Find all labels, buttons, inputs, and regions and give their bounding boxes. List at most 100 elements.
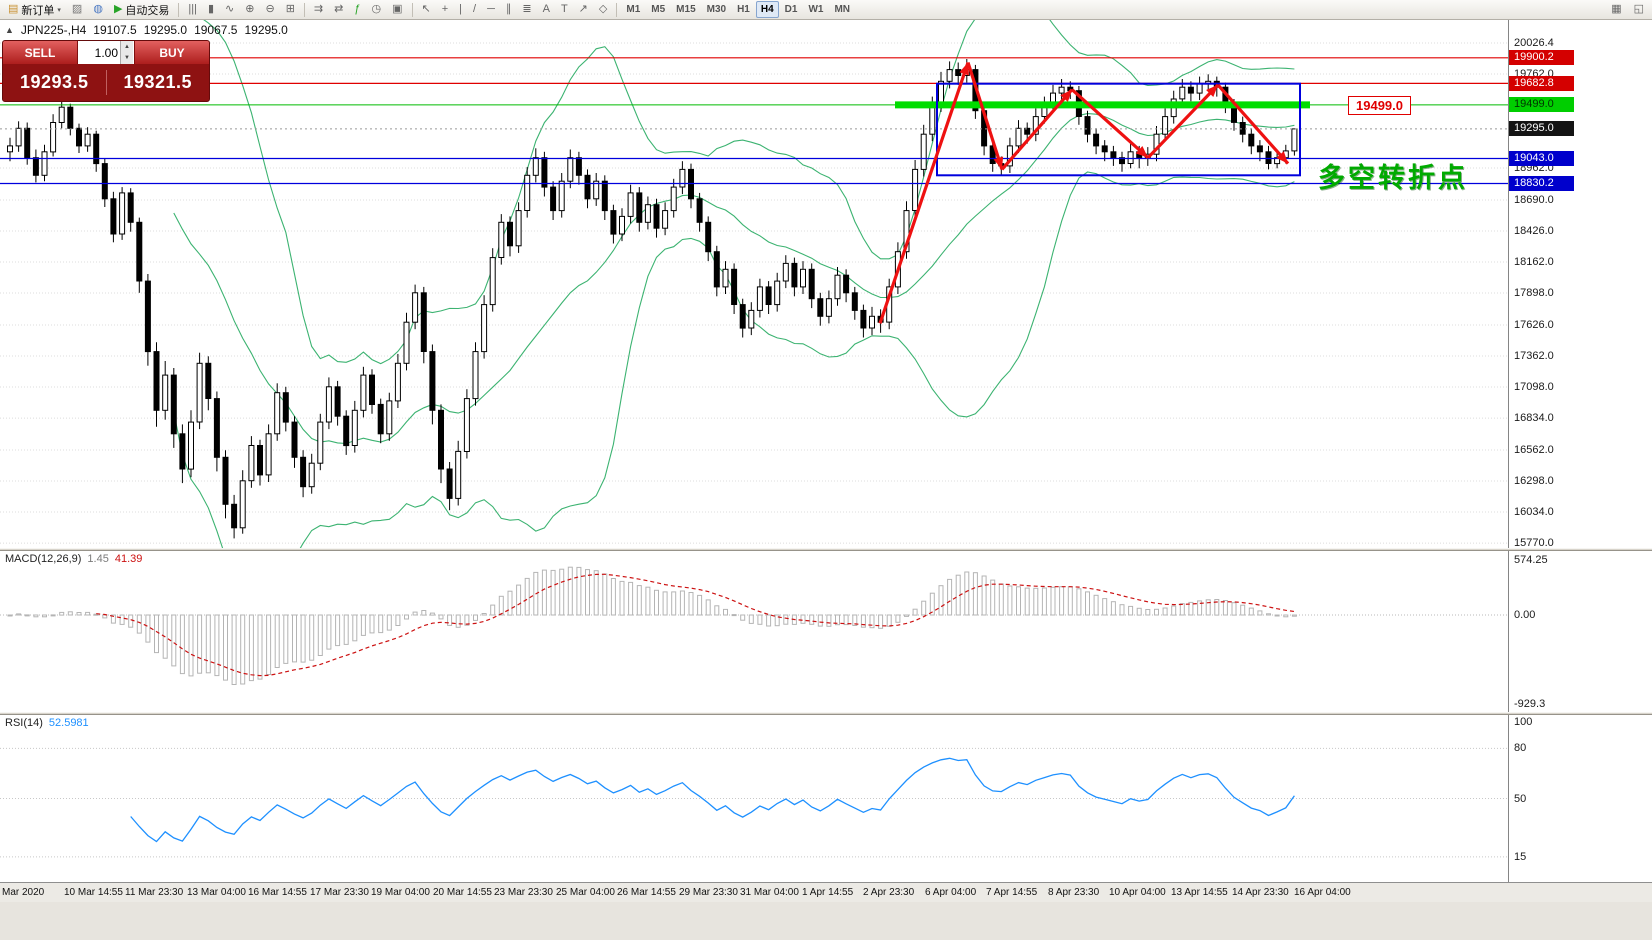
rsi-value: 52.5981 — [48, 717, 89, 729]
rsi-axis[interactable]: 100 80 50 15 — [1508, 715, 1652, 882]
timeframe-m5-button[interactable]: M5 — [651, 4, 666, 15]
pane-splitter-rsi[interactable] — [0, 712, 1652, 715]
toolbar-vertical-line-button[interactable]: | — [454, 0, 467, 19]
timeframe-m15-button[interactable]: M15 — [676, 4, 696, 15]
autotrading-icon: ▶ — [113, 3, 123, 15]
price-axis-label: 16298.0 — [1514, 475, 1554, 487]
rsi-pane[interactable]: RSI(14) 52.5981 — [0, 715, 1508, 882]
one-click-collapse-arrow[interactable]: ▲ — [5, 25, 14, 35]
toolbar-button-label: 自动交易 — [125, 4, 170, 17]
timeframe-m1-button[interactable]: M1 — [626, 4, 641, 15]
trend-arrow[interactable] — [966, 62, 1004, 170]
toolbar-candlestick-button[interactable]: ▮ — [203, 0, 219, 19]
time-axis-label: 16 Mar 14:55 — [248, 887, 307, 898]
toolbar-autotrading-button[interactable]: ▶ 自动交易 — [109, 0, 174, 19]
chart-symbol: JPN225-,H4 — [20, 23, 87, 37]
toolbar-zoom-in-button[interactable]: ⊕ — [240, 0, 259, 19]
trend-arrows[interactable] — [878, 61, 1290, 324]
toolbar-zoom-out-button[interactable]: ⊖ — [260, 0, 279, 19]
trend-arrow[interactable] — [878, 61, 970, 324]
trend-arrow[interactable] — [1146, 83, 1220, 159]
toolbar-new-chart-button[interactable]: ▦ — [1606, 0, 1626, 19]
toolbar-data-window-button[interactable]: ◍ — [88, 0, 108, 19]
sell-button[interactable]: SELL — [3, 41, 77, 64]
macd-axis[interactable]: 574.25 0.00 -929.3 — [1508, 551, 1652, 712]
pane-splitter-macd[interactable] — [0, 548, 1652, 551]
toolbar-separator — [616, 2, 618, 17]
price-axis[interactable]: 20026.4 19762.0 18962.0 18690.0 18426.0 18162… — [1508, 20, 1652, 548]
toolbar-bar-chart-button[interactable]: ||| — [183, 0, 202, 19]
new-order-icon: ▤ — [8, 3, 19, 15]
toolbar-fibonacci-button[interactable]: ≣ — [517, 0, 536, 19]
macd-pane[interactable]: MACD(12,26,9) 1.45 41.39 — [0, 551, 1508, 712]
toolbar-crosshair-button[interactable]: + — [437, 0, 453, 19]
time-axis[interactable]: Mar 2020 10 Mar 14:55 11 Mar 23:30 13 Mar 0… — [0, 882, 1652, 902]
lot-size-input[interactable] — [78, 41, 120, 64]
bollinger-middle — [173, 113, 1295, 445]
price-tag: 19499.0 — [1509, 97, 1574, 112]
trend-arrowhead — [1135, 146, 1148, 158]
rsi-axis-label: 80 — [1514, 742, 1527, 754]
toolbar-line-chart-button[interactable]: ∿ — [220, 0, 239, 19]
trend-arrow[interactable] — [1070, 88, 1150, 159]
price-axis-label: 18162.0 — [1514, 256, 1554, 268]
price-chart-canvas[interactable] — [0, 20, 1508, 548]
macd-canvas[interactable] — [0, 551, 1508, 712]
annotation-text[interactable]: 多空转折点 — [1318, 163, 1468, 193]
toolbar-print-button[interactable]: ▨ — [67, 0, 87, 19]
time-axis-label: 6 Apr 04:00 — [925, 887, 977, 898]
trend-arrow[interactable] — [1216, 83, 1290, 165]
sell-price[interactable]: 19293.5 — [19, 72, 89, 92]
price-axis-label: 16562.0 — [1514, 444, 1554, 456]
one-click-trading-panel: SELL ▲ ▼ BUY 19293.5 19321.5 — [2, 40, 210, 102]
lot-decrease-button[interactable]: ▼ — [120, 52, 133, 64]
timeframe-h1-button[interactable]: H1 — [737, 4, 750, 15]
timeframe-mn-button[interactable]: MN — [834, 4, 851, 15]
toolbar-periods-button[interactable]: ◷ — [366, 0, 386, 19]
time-axis-label: 13 Apr 14:55 — [1171, 887, 1228, 898]
chart-shift-icon: ⇄ — [334, 3, 344, 15]
toolbar-arrows-button[interactable]: ↗ — [574, 0, 593, 19]
toolbar-templates-button[interactable]: ▣ — [387, 0, 407, 19]
macd-label: MACD(12,26,9) 1.45 41.39 — [5, 553, 142, 565]
toolbar-shapes-button[interactable]: ◇ — [594, 0, 612, 19]
price-level-label[interactable]: 19499.0 — [1348, 96, 1411, 115]
lot-increase-button[interactable]: ▲ — [120, 41, 133, 53]
candles — [7, 59, 1298, 539]
trend-arrowhead — [1206, 84, 1218, 97]
timeframe-w1-button[interactable]: W1 — [808, 4, 824, 15]
timeframe-h4-button[interactable]: H4 — [755, 1, 779, 18]
toolbar-profiles-button[interactable]: ◱ — [1629, 0, 1649, 19]
toolbar-indicators-button[interactable]: ƒ — [349, 0, 365, 19]
rsi-axis-label: 15 — [1514, 851, 1527, 863]
timeframe-d1-button[interactable]: D1 — [784, 4, 798, 15]
horizontal-line-icon: ─ — [487, 3, 495, 15]
toolbar-label-button[interactable]: T — [556, 0, 573, 19]
toolbar-horizontal-line-button[interactable]: ─ — [482, 0, 500, 19]
trend-arrow[interactable] — [1000, 88, 1074, 171]
zoom-out-icon: ⊖ — [265, 3, 275, 15]
rsi-canvas[interactable] — [0, 715, 1508, 882]
toolbar-tile-windows-button[interactable]: ⊞ — [281, 0, 300, 19]
consolidation-rectangle[interactable] — [936, 82, 1301, 177]
toolbar-trendline-button[interactable]: / — [468, 0, 481, 19]
new-chart-icon: ▦ — [1611, 3, 1622, 15]
time-axis-label: 31 Mar 04:00 — [740, 887, 799, 898]
toolbar-new-order-button[interactable]: ▤ 新订单 ▾ — [3, 0, 66, 19]
toolbar-auto-scroll-button[interactable]: ⇉ — [309, 0, 328, 19]
price-tag: 19900.2 — [1509, 50, 1574, 65]
price-axis-label: 18426.0 — [1514, 225, 1554, 237]
timeframe-m30-button[interactable]: M30 — [706, 4, 727, 15]
toolbar-text-button[interactable]: A — [538, 0, 555, 19]
periods-icon: ◷ — [371, 3, 382, 15]
toolbar-channel-button[interactable]: ∥ — [501, 0, 517, 19]
main-chart-pane[interactable]: ▲ JPN225-,H4 19107.5 19295.0 19067.5 192… — [0, 20, 1508, 548]
buy-price[interactable]: 19321.5 — [123, 72, 193, 92]
buy-button[interactable]: BUY — [135, 41, 209, 64]
trendline-icon: / — [473, 3, 477, 15]
toolbar-cursor-button[interactable]: ↖ — [417, 0, 436, 19]
time-axis-label: 10 Apr 04:00 — [1109, 887, 1166, 898]
rsi-axis-label: 100 — [1514, 716, 1533, 728]
toolbar-chart-shift-button[interactable]: ⇄ — [329, 0, 348, 19]
time-axis-label: 17 Mar 23:30 — [310, 887, 369, 898]
